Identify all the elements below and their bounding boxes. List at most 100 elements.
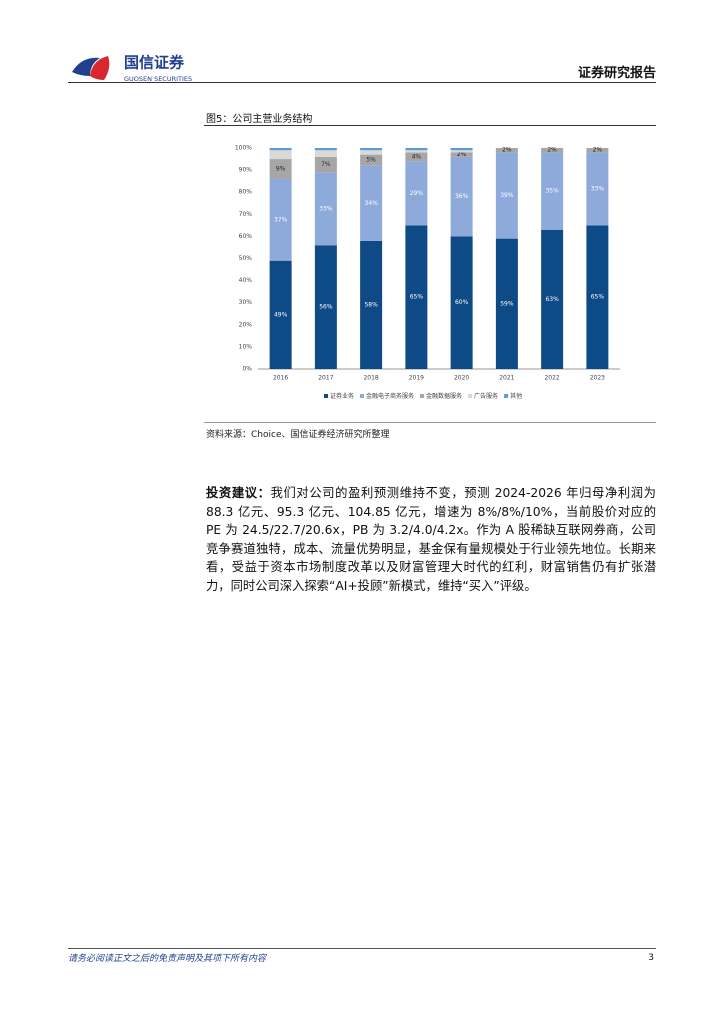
value-label: 59%	[500, 300, 514, 307]
bar-segment	[586, 225, 609, 369]
paragraph-label: 投资建议：	[206, 486, 271, 500]
value-label: 2%	[457, 151, 467, 158]
bar-segment	[405, 161, 428, 226]
legend-swatch	[324, 394, 328, 398]
bar-segment	[495, 238, 518, 369]
y-tick-label: 30%	[239, 299, 253, 306]
bar-segment	[360, 165, 383, 241]
bar-segment	[360, 150, 383, 155]
legend-label: 证券业务	[330, 392, 354, 400]
bar-segment	[405, 150, 428, 153]
bar-segment	[495, 152, 518, 239]
value-label: 33%	[591, 185, 605, 192]
value-label: 36%	[455, 193, 469, 200]
value-label: 34%	[364, 200, 378, 207]
bar-segment	[450, 150, 473, 153]
bar-segment	[269, 148, 292, 151]
value-label: 5%	[366, 157, 376, 164]
value-label: 58%	[364, 301, 378, 308]
value-label: 37%	[274, 216, 288, 223]
logo-sub: GUOSEN SECURITIES	[124, 75, 192, 83]
bar-segment	[541, 152, 564, 230]
source: 资料来源：Choice、国信证券经济研究所整理	[206, 430, 390, 440]
bar-segment	[269, 260, 292, 369]
bar-segment	[586, 148, 609, 153]
bar-segment	[450, 156, 473, 237]
bar-segment	[495, 148, 518, 153]
x-tick-label: 2018	[363, 375, 378, 382]
x-tick-label: 2016	[273, 375, 288, 382]
y-tick-label: 100%	[235, 145, 252, 152]
bar-segment	[405, 152, 428, 162]
paragraph: 投资建议：我们对公司的盈利预测维持不变，预测 2024-2026 年归母净利润为…	[206, 484, 656, 596]
disclaimer: 请务必阅读正文之后的免责声明及其项下所有内容	[68, 954, 267, 964]
legend-label: 广告服务	[474, 392, 498, 400]
value-label: 63%	[545, 296, 559, 303]
footer-rule	[68, 948, 656, 949]
bar-segment	[269, 178, 292, 261]
value-label: 7%	[321, 161, 331, 168]
report-type: 证券研究报告	[577, 66, 656, 81]
chart: 0% 10% 20% 30% 40% 50% 60% 70% 80% 90% 100% 2016 49%…	[235, 145, 620, 400]
value-label: 49%	[274, 311, 288, 318]
x-tick-label: 2019	[409, 375, 424, 382]
legend-swatch	[468, 394, 473, 398]
y-tick-label: 90%	[239, 167, 253, 174]
bar-segment	[269, 150, 292, 160]
value-label: 56%	[319, 304, 333, 311]
bar-segment	[450, 152, 473, 157]
legend-label: 金融数据服务	[426, 392, 462, 400]
value-label: 65%	[591, 294, 605, 301]
source-rule	[204, 422, 656, 423]
value-label: 9%	[276, 165, 286, 172]
bar-segment	[314, 150, 337, 157]
y-tick-label: 80%	[239, 189, 253, 196]
value-label: 4%	[412, 153, 422, 160]
y-tick-label: 40%	[239, 277, 253, 284]
y-tick-label: 20%	[239, 321, 253, 328]
x-tick-label: 2021	[499, 375, 514, 382]
bar-segment	[541, 148, 564, 153]
figure-caption: 图5：公司主营业务结构	[206, 114, 313, 125]
value-label: 60%	[455, 299, 469, 306]
bar-segment	[269, 159, 292, 179]
bar-segment	[405, 225, 428, 369]
x-tick-label: 2022	[544, 375, 559, 382]
x-tick-label: 2017	[318, 375, 333, 382]
bar-segment	[360, 148, 383, 151]
bar-segment	[450, 236, 473, 369]
value-label: 29%	[410, 190, 424, 197]
legend-label: 金融电子商务服务	[366, 392, 414, 400]
legend-swatch	[504, 394, 509, 398]
caption-rule	[204, 125, 656, 126]
value-label: 39%	[500, 192, 514, 199]
logo-shape	[90, 56, 110, 80]
value-label: 33%	[319, 205, 333, 212]
logo: 国信证券 GUOSEN SECURITIES	[72, 54, 192, 83]
x-tick-label: 2023	[590, 375, 605, 382]
bar-segment	[541, 229, 564, 369]
bar-segment	[360, 154, 383, 166]
value-label: 2%	[593, 147, 603, 154]
bar-segment	[450, 148, 473, 151]
bar-segment	[360, 240, 383, 369]
y-tick-label: 60%	[239, 233, 253, 240]
header-rule	[68, 82, 656, 83]
value-label: 2%	[547, 147, 557, 154]
value-label: 2%	[502, 147, 512, 154]
bar-segment	[314, 156, 337, 173]
bar-segment	[586, 152, 609, 226]
legend-swatch	[360, 394, 365, 398]
legend-label: 其他	[510, 392, 522, 400]
bar-segment	[314, 245, 337, 369]
value-label: 35%	[545, 188, 559, 195]
y-tick-label: 10%	[239, 343, 253, 350]
y-tick-label: 70%	[239, 211, 253, 218]
paragraph-text: 我们对公司的盈利预测维持不变，预测 2024-2026 年归母净利润为 88.3…	[206, 486, 656, 593]
bar-segment	[314, 148, 337, 151]
logo-name: 国信证券	[124, 54, 185, 72]
y-tick-label: 0%	[242, 366, 252, 373]
x-tick-label: 2020	[454, 375, 469, 382]
bar-segment	[405, 148, 428, 151]
